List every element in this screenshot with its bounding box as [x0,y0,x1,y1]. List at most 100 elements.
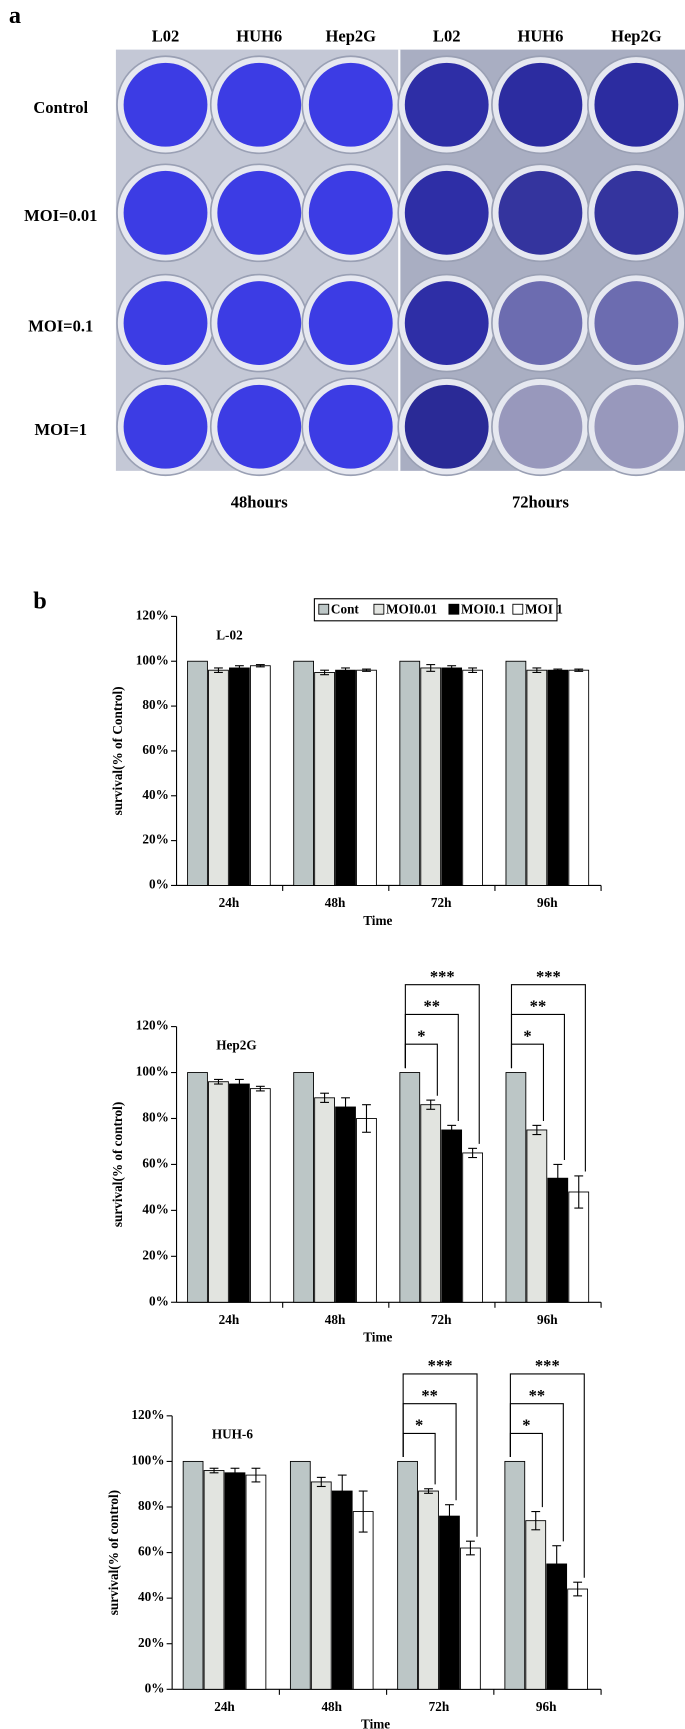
bar [397,1460,418,1690]
x-tick-label: 24h [219,1312,240,1327]
bar [187,660,208,886]
error-bar [552,1545,562,1583]
y-tick-label: 120% [131,1407,164,1422]
well [217,384,302,469]
significance-label: ** [424,997,441,1016]
x-tick-label: 96h [537,1312,558,1327]
well [308,281,393,365]
well [404,62,489,147]
significance-bracket [402,1373,478,1537]
well [123,281,208,365]
legend-label: Cont [331,601,360,616]
significance-label: * [523,1026,531,1045]
bar [439,1515,460,1690]
chart-title: HUH-6 [212,1427,254,1442]
well [404,384,489,469]
bar [420,1104,442,1303]
bar [293,660,314,886]
x-tick-label: 48h [325,895,346,910]
x-tick-label: 48h [325,1312,346,1327]
error-bar [214,667,223,674]
well [498,281,583,365]
time-label: 48hours [231,493,289,512]
well [308,62,393,147]
bar [547,669,569,886]
bar [462,669,483,886]
y-tick-label: 100% [131,1452,164,1467]
x-tick-label: 72h [431,1312,452,1327]
bar [245,1474,267,1690]
error-bar [447,665,457,671]
bar [356,1118,377,1303]
bar [335,1106,356,1303]
bar [314,672,335,886]
significance-label: *** [536,967,561,986]
legend-label: MOI0.01 [386,601,437,616]
legend-label: MOI0.1 [461,601,505,616]
y-tick-label: 0% [145,1680,165,1695]
y-tick-label: 80% [138,1498,164,1513]
bar [441,1129,463,1303]
bar [224,1472,246,1690]
y-tick-label: 40% [142,1201,168,1216]
legend-swatch [448,603,460,615]
y-tick-label: 20% [142,1247,168,1262]
error-bar [255,664,265,668]
error-bar [531,1511,541,1531]
error-bar [337,1474,347,1508]
legend-swatch [373,603,385,615]
error-bar [424,1488,433,1494]
error-bar [251,1467,261,1483]
y-axis-label: survival(% of Control) [110,686,125,815]
significance-bracket [509,1373,585,1578]
bar [399,1072,421,1303]
significance-bracket [404,984,480,1144]
well [308,384,393,469]
error-bar [468,1147,478,1159]
bar [203,1470,225,1690]
error-bar [255,1085,265,1092]
row-label: MOI=1 [34,420,87,439]
bar [314,1097,335,1303]
bar [187,1072,208,1303]
row-label: MOI=0.01 [24,206,97,225]
bar [229,1083,250,1303]
well [217,62,302,147]
error-bar [362,1104,371,1133]
y-axis-label: survival(% of control) [106,1490,121,1615]
error-bar [341,1097,350,1117]
bar [310,1481,332,1690]
error-bar [230,1467,240,1478]
y-tick-label: 80% [142,697,168,712]
x-tick-label: 96h [536,1699,557,1714]
error-bar [320,1092,329,1103]
panel-label: b [33,588,47,615]
significance-label: *** [430,967,455,986]
error-bar [553,1163,563,1193]
bar [505,660,527,886]
y-tick-label: 20% [142,832,168,847]
panel-label: a [9,2,21,29]
x-axis-label: Time [361,1717,390,1729]
error-bar [447,1124,457,1136]
row-label: MOI=0.1 [28,316,93,335]
y-tick-label: 20% [138,1635,164,1650]
bar [208,1081,229,1303]
well [217,170,302,255]
error-bar [445,1504,454,1529]
error-bar [209,1467,219,1474]
x-tick-label: 24h [214,1699,235,1714]
bar [249,665,271,886]
x-tick-label: 72h [429,1699,450,1714]
row-label: Control [33,98,88,117]
y-tick-label: 100% [136,652,169,667]
well [594,170,679,255]
well [498,62,583,147]
y-tick-label: 100% [136,1064,169,1079]
bar [249,1088,271,1303]
error-bar [320,669,329,676]
bar [356,669,377,886]
error-bar [234,665,244,671]
error-bar [341,667,350,674]
significance-bracket [510,984,586,1172]
